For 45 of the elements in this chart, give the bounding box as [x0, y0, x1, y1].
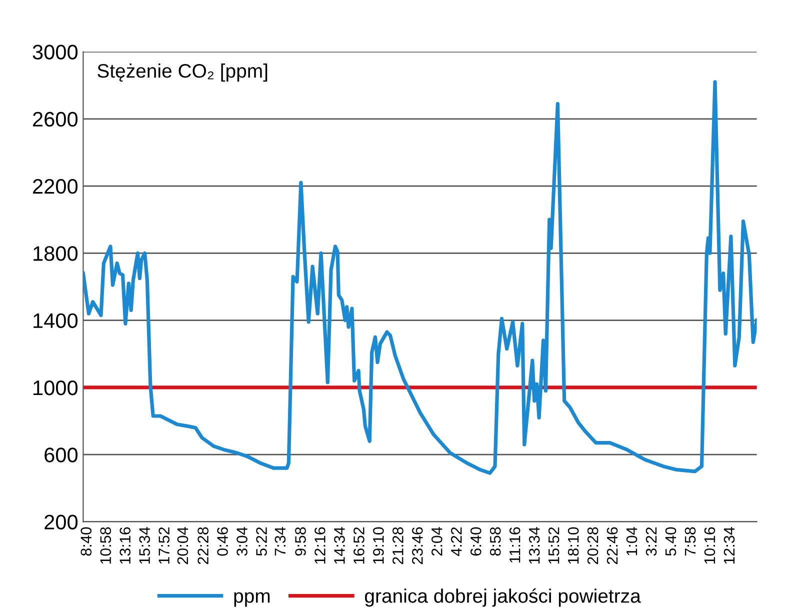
x-tick-label: 7:58 — [684, 527, 696, 556]
legend-label: ppm — [234, 592, 270, 607]
x-tick-label: 5:22 — [256, 527, 267, 556]
x-tick-label: 12:16 — [314, 527, 326, 564]
x-tick-label: 17:52 — [158, 527, 170, 564]
x-tick-label: 23:46 — [412, 527, 423, 564]
x-tick-label: 20:28 — [587, 527, 598, 564]
x-tick-label: 13:16 — [120, 527, 131, 564]
x-tick-label: 10:58 — [100, 527, 112, 564]
x-tick-label: 21:28 — [392, 527, 404, 564]
x-tick-label: 0:46 — [217, 527, 228, 556]
y-tick-label: 2600 — [33, 112, 78, 127]
x-tick-label: 18:10 — [568, 527, 579, 564]
x-tick-label: 14:34 — [334, 527, 345, 564]
y-tick-label: 3000 — [32, 44, 78, 60]
x-tick-label: 8:40 — [80, 527, 92, 556]
y-tick-label: 1400 — [34, 313, 78, 328]
x-tick-label: 9:58 — [295, 527, 306, 556]
x-tick-label: 5.40 — [665, 527, 676, 556]
legend-label: granica dobrej jakości powietrza — [365, 588, 641, 607]
y-tick-label: 1800 — [34, 246, 78, 261]
x-tick-label: 8:58 — [490, 527, 501, 556]
x-tick-label: 13:34 — [528, 527, 540, 564]
x-tick-label: 19:10 — [373, 527, 384, 564]
y-tick-label: 1000 — [34, 380, 78, 396]
x-tick-label: 15:52 — [548, 527, 560, 564]
x-tick-label: 3:22 — [646, 527, 657, 556]
x-tick-label: 16:52 — [354, 527, 364, 564]
x-tick-label: 3:04 — [236, 527, 248, 556]
y-tick-label: 2200 — [33, 179, 78, 194]
x-tick-label: 15:34 — [139, 527, 150, 564]
x-tick-label: 22:46 — [606, 527, 618, 564]
y-tick-label: 200 — [44, 514, 78, 530]
x-tick-label: 20:04 — [177, 527, 188, 564]
x-tick-label: 11:16 — [509, 527, 520, 563]
x-tick-label: 10:16 — [704, 527, 716, 564]
x-tick-label: 2:04 — [432, 527, 442, 556]
x-tick-label: 4:22 — [450, 527, 462, 556]
x-tick-label: 7:34 — [274, 527, 286, 556]
x-tick-label: 22:28 — [198, 527, 208, 564]
y-axis-title: Stężenie CO₂ [ppm] — [98, 63, 268, 82]
x-tick-label: 6:40 — [470, 527, 482, 556]
x-tick-label: 1:04 — [626, 527, 638, 556]
y-tick-label: 600 — [44, 448, 78, 462]
x-tick-label: 12:34 — [724, 527, 735, 564]
